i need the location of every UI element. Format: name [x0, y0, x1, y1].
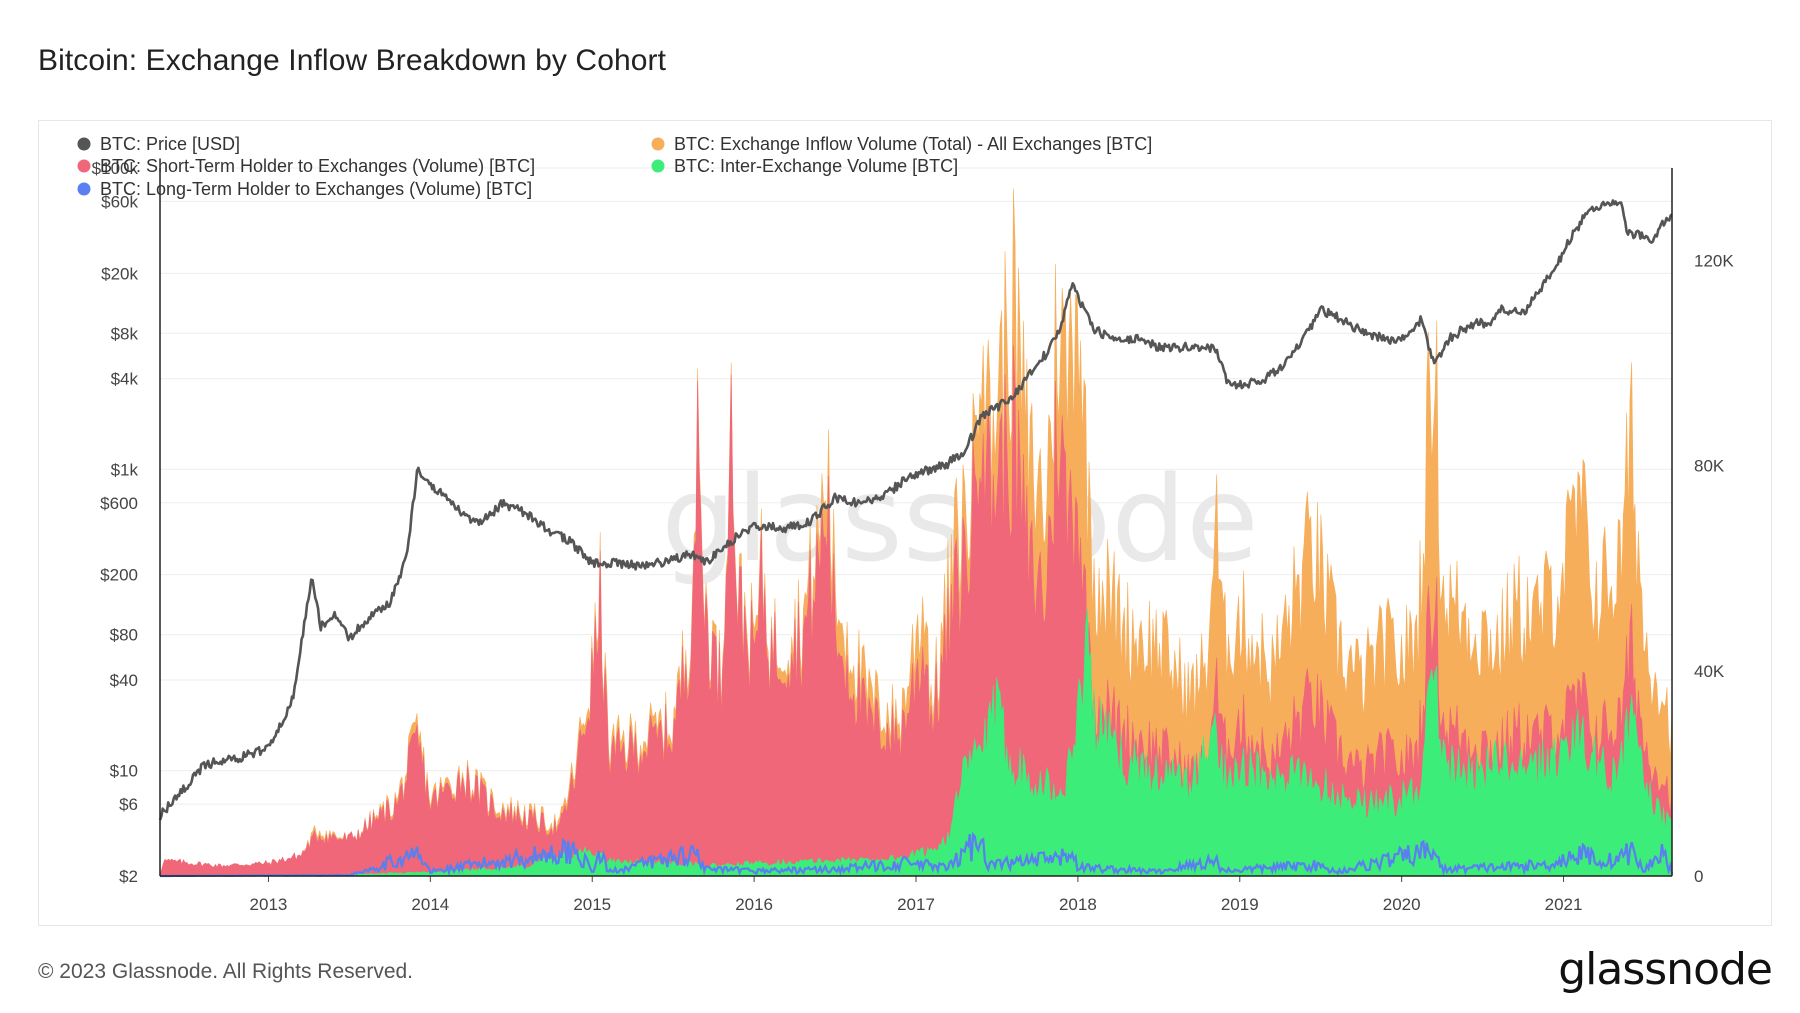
x-axis-tick-label: 2021 [1545, 895, 1583, 914]
left-axis-tick-label: $100k [92, 159, 139, 178]
left-axis-tick-label: $8k [111, 324, 139, 343]
x-axis-tick-label: 2016 [735, 895, 773, 914]
legend-marker-sth [77, 159, 91, 173]
x-axis-tick-label: 2020 [1383, 895, 1421, 914]
lth-inflow-line [160, 831, 1674, 878]
legend-label-inter: BTC: Inter-Exchange Volume [BTC] [674, 156, 958, 176]
left-axis-tick-label: $4k [111, 370, 139, 389]
x-axis-tick-label: 2017 [897, 895, 935, 914]
x-axis-tick-label: 2015 [573, 895, 611, 914]
watermark: glassnode [661, 450, 1258, 588]
left-axis-tick-label: $600 [100, 494, 138, 513]
page-title: Bitcoin: Exchange Inflow Breakdown by Co… [38, 44, 667, 77]
legend-label-sth: BTC: Short-Term Holder to Exchanges (Vol… [100, 156, 535, 176]
line-series [158, 199, 1674, 878]
right-axis-tick-label: 0 [1694, 867, 1703, 886]
legend-marker-price [77, 137, 91, 151]
x-axis-tick-label: 2013 [250, 895, 288, 914]
axes: $2 $6 $10 $40 $80 $200 $600 $1k $4k $8k $20k $60k $1… [92, 159, 1735, 914]
copyright-footer: © 2023 Glassnode. All Rights Reserved. [38, 960, 414, 983]
left-axis-tick-label: $200 [100, 566, 138, 585]
legend-label-lth: BTC: Long-Term Holder to Exchanges (Volu… [100, 179, 532, 199]
left-axis-tick-label: $2 [119, 867, 138, 886]
left-axis-tick-label: $10 [110, 762, 138, 781]
left-axis-tick-label: $1k [111, 460, 139, 479]
left-axis-tick-label: $80 [110, 626, 138, 645]
x-axis-tick-label: 2014 [411, 895, 449, 914]
legend-marker-inter [651, 159, 665, 173]
area-series [159, 188, 1673, 877]
legend-label-price: BTC: Price [USD] [100, 134, 240, 154]
left-axis-tick-label: $40 [110, 671, 138, 690]
x-axis-tick-label: 2018 [1059, 895, 1097, 914]
inter-exchange-area [160, 608, 1673, 877]
left-axis-tick-label: $20k [101, 264, 138, 283]
legend-marker-lth [77, 182, 91, 196]
glassnode-logo: glassnode [1558, 944, 1773, 995]
x-axis-tick-label: 2019 [1221, 895, 1259, 914]
sth-inflow-area [159, 345, 1673, 877]
left-axis-tick-label: $60k [101, 192, 138, 211]
right-axis-tick-label: 80K [1694, 457, 1725, 476]
legend-marker-total [651, 137, 665, 151]
right-axis-tick-label: 120K [1694, 251, 1734, 270]
legend-label-total: BTC: Exchange Inflow Volume (Total) - Al… [674, 134, 1152, 154]
legend: BTC: Price [USD] BTC: Exchange Inflow Vol… [77, 134, 1152, 199]
right-axis-tick-label: 40K [1694, 662, 1725, 681]
left-axis-tick-label: $6 [119, 795, 138, 814]
price-line [158, 199, 1673, 821]
